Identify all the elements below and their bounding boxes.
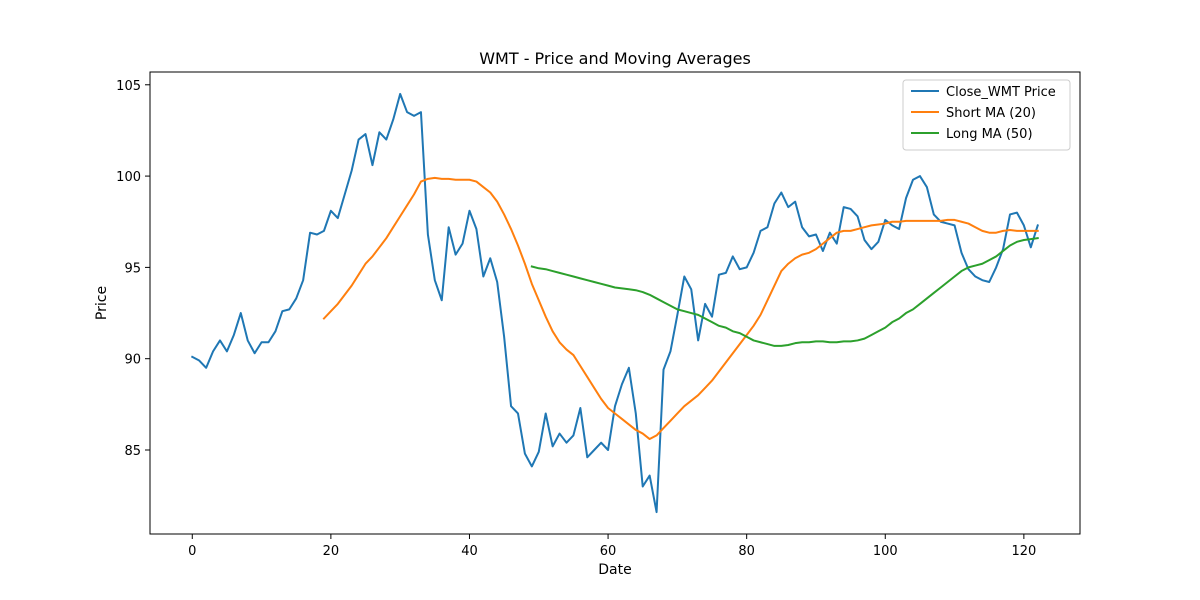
plot-frame (149, 71, 1081, 535)
legend-label: Close_WMT Price (946, 85, 1056, 100)
y-tick-label: 90 (124, 353, 141, 368)
x-axis-label: Date (598, 562, 631, 578)
x-tick-label: 60 (600, 544, 617, 559)
x-tick-label: 20 (323, 544, 340, 559)
x-axis: 0 20 40 60 80 100 120 (188, 534, 1036, 559)
legend-label: Long MA (50) (946, 127, 1033, 142)
y-axis-label: Price (94, 286, 110, 320)
y-axis: 85 90 95 100 105 (116, 79, 150, 459)
chart-title: WMT - Price and Moving Averages (479, 49, 751, 68)
legend-label: Short MA (20) (946, 106, 1036, 121)
legend-box (902, 79, 1071, 151)
y-tick-label: 100 (116, 170, 141, 185)
y-tick-label: 105 (116, 79, 141, 94)
y-tick-label: 95 (124, 261, 141, 276)
y-tick-label: 85 (124, 444, 141, 459)
series-line-0 (190, 92, 1039, 514)
x-tick-label: 80 (738, 544, 755, 559)
series-line-1 (322, 176, 1039, 441)
x-tick-label: 0 (188, 544, 196, 559)
legend: Close_WMT Price Short MA (20) Long MA (50) (902, 79, 1071, 151)
series-layer (190, 92, 1039, 514)
x-tick-label: 40 (461, 544, 478, 559)
series-line-2 (530, 237, 1039, 347)
x-tick-label: 100 (873, 544, 898, 559)
x-tick-label: 120 (1011, 544, 1036, 559)
